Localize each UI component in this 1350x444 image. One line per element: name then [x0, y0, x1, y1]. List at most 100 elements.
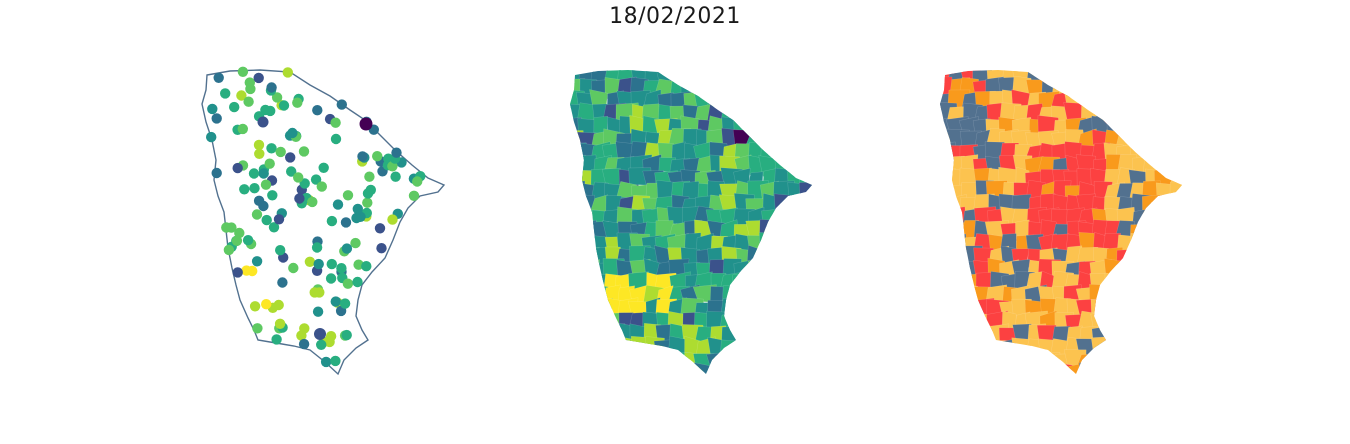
municipality-region	[786, 245, 808, 271]
municipality-region	[810, 206, 812, 230]
municipality-region	[1143, 102, 1166, 124]
municipality-region	[1180, 141, 1182, 162]
municipality-region	[799, 310, 812, 330]
municipality-region	[1119, 116, 1136, 135]
municipality-region	[787, 298, 804, 318]
municipality-region	[986, 363, 1006, 374]
municipality-region	[1180, 157, 1182, 177]
municipality-region	[799, 324, 812, 349]
municipality-region	[940, 271, 957, 297]
municipality-region	[798, 181, 812, 203]
municipality-region	[1105, 70, 1124, 84]
municipality-region	[1115, 299, 1136, 320]
municipality-region	[1102, 298, 1121, 321]
municipality-region	[1168, 142, 1182, 165]
municipality-region	[757, 259, 779, 283]
municipality-region	[570, 273, 587, 293]
municipality-region	[759, 324, 782, 344]
municipality-region	[733, 297, 758, 321]
municipality-region	[815, 363, 833, 381]
municipality-region	[1065, 78, 1083, 97]
municipality-region	[570, 180, 587, 204]
municipality-point	[206, 131, 217, 143]
municipality-region	[749, 70, 771, 86]
municipality-region	[946, 285, 972, 309]
municipality-region	[1158, 257, 1175, 279]
municipality-region	[798, 275, 812, 291]
municipality-region	[745, 363, 771, 374]
municipality-region	[797, 158, 812, 173]
municipality-region	[1168, 245, 1182, 269]
municipality-region	[1025, 362, 1048, 374]
municipality-region	[736, 375, 754, 397]
municipality-point	[231, 235, 243, 246]
municipality-region	[809, 141, 812, 164]
municipality-region	[797, 261, 812, 279]
municipality-region	[1180, 169, 1182, 187]
municipality-region	[1143, 297, 1160, 323]
municipality-region	[784, 233, 803, 256]
municipality-region	[949, 300, 971, 318]
municipality-region	[962, 349, 983, 371]
municipality-region	[759, 219, 777, 244]
municipality-region	[1141, 194, 1165, 217]
municipality-region	[1089, 362, 1112, 374]
municipality-point	[211, 113, 222, 124]
municipality-region	[940, 312, 957, 329]
municipality-point	[260, 179, 272, 190]
municipality-point	[213, 72, 224, 84]
municipality-region	[1016, 378, 1034, 396]
municipality-region	[1156, 364, 1175, 374]
municipality-region	[815, 91, 830, 114]
municipality-region	[1168, 76, 1182, 96]
municipality-region	[972, 348, 996, 369]
municipality-region	[1156, 155, 1176, 175]
municipality-region	[773, 193, 796, 214]
municipality-region	[760, 70, 780, 82]
municipality-point	[342, 278, 354, 289]
municipality-region	[1141, 366, 1160, 374]
municipality-region	[570, 207, 588, 230]
municipality-region	[746, 104, 765, 126]
municipality-point	[223, 244, 235, 256]
municipality-region	[619, 366, 634, 374]
municipality-region	[1115, 70, 1136, 87]
municipality-region	[789, 78, 805, 98]
municipality-point	[249, 183, 260, 194]
municipality-region	[1051, 379, 1071, 398]
municipality-region	[735, 338, 755, 358]
municipality-region	[758, 298, 778, 317]
municipality-region	[758, 76, 780, 99]
municipality-region	[785, 102, 807, 123]
municipality-region	[810, 298, 812, 321]
municipality-point	[362, 197, 373, 208]
municipality-region	[797, 209, 812, 229]
municipality-region	[772, 311, 794, 336]
municipality-region	[1103, 104, 1121, 126]
municipality-region	[1131, 245, 1153, 267]
municipality-region	[773, 70, 795, 88]
municipality-region	[747, 89, 765, 113]
municipality-region	[1129, 297, 1152, 320]
municipality-region	[946, 326, 966, 347]
municipality-point	[258, 168, 269, 179]
municipality-region	[1156, 286, 1179, 307]
municipality-region	[1089, 351, 1114, 374]
municipality-region	[578, 377, 598, 393]
municipality-region	[773, 297, 794, 321]
municipality-region	[959, 339, 978, 359]
municipality-region	[1128, 284, 1152, 306]
municipality-region	[810, 117, 812, 135]
municipality-region	[810, 219, 812, 238]
municipality-region	[815, 325, 833, 344]
municipality-point	[353, 259, 364, 270]
municipality-region	[1168, 90, 1182, 111]
municipality-region	[1104, 323, 1126, 345]
municipality-region	[773, 362, 794, 374]
municipality-region	[1131, 258, 1149, 281]
municipality-region	[570, 220, 585, 238]
municipality-region	[732, 272, 754, 293]
municipality-region	[948, 273, 969, 293]
municipality-region	[1142, 323, 1162, 347]
municipality-point	[261, 214, 272, 226]
